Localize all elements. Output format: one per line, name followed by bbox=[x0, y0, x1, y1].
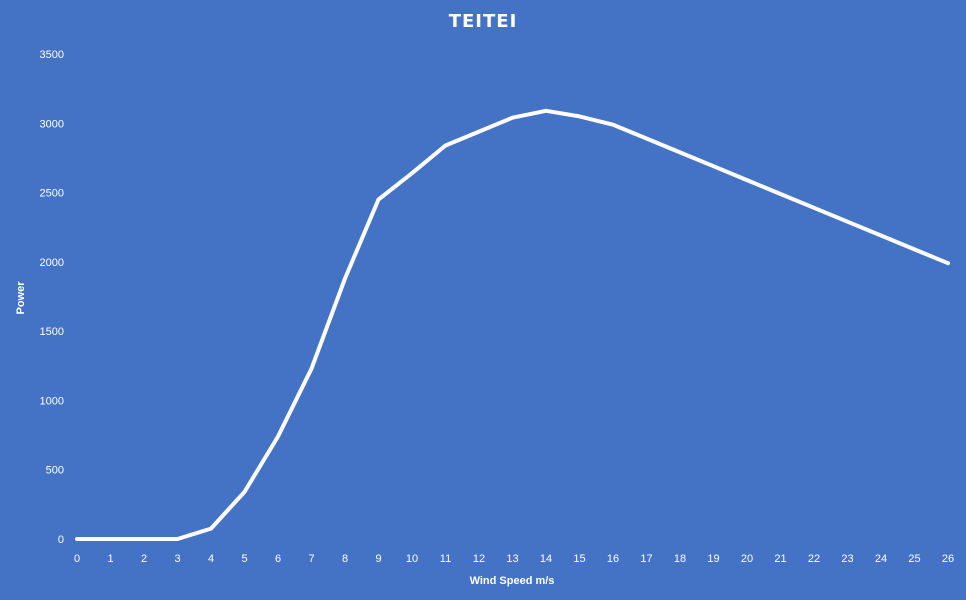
y-tick-label: 3000 bbox=[40, 118, 64, 130]
x-axis-ticks: 0 1 2 3 4 5 6 7 8 9 10 11 12 13 14 15 16 17 18 19 20 21 22 23 24… bbox=[74, 553, 954, 565]
x-tick-label: 7 bbox=[308, 553, 314, 565]
x-tick-label: 20 bbox=[741, 553, 753, 565]
y-tick-label: 1000 bbox=[40, 395, 64, 407]
x-tick-label: 24 bbox=[875, 553, 887, 565]
x-tick-label: 21 bbox=[774, 553, 786, 565]
y-tick-label: 0 bbox=[58, 534, 64, 546]
x-tick-label: 0 bbox=[74, 553, 80, 565]
y-tick-label: 2500 bbox=[40, 188, 64, 200]
x-tick-label: 17 bbox=[640, 553, 652, 565]
y-tick-label: 3500 bbox=[40, 49, 64, 61]
x-tick-label: 22 bbox=[808, 553, 820, 565]
x-tick-label: 19 bbox=[707, 553, 719, 565]
x-tick-label: 8 bbox=[342, 553, 348, 565]
chart-title: TEITEI bbox=[449, 11, 518, 32]
x-tick-label: 26 bbox=[942, 553, 954, 565]
x-tick-label: 13 bbox=[506, 553, 518, 565]
x-tick-label: 6 bbox=[275, 553, 281, 565]
x-tick-label: 18 bbox=[674, 553, 686, 565]
series-line bbox=[75, 108, 950, 541]
x-tick-label: 10 bbox=[406, 553, 418, 565]
x-tick-label: 2 bbox=[141, 553, 147, 565]
y-axis-ticks: 0 500 1000 1500 2000 2500 3000 3500 bbox=[40, 49, 64, 546]
x-tick-label: 4 bbox=[208, 553, 214, 565]
x-tick-label: 1 bbox=[107, 553, 113, 565]
x-tick-label: 3 bbox=[174, 553, 180, 565]
drop-lines-group bbox=[210, 110, 949, 539]
y-axis-label: Power bbox=[15, 281, 27, 315]
x-tick-label: 16 bbox=[607, 553, 619, 565]
x-tick-label: 25 bbox=[908, 553, 920, 565]
x-axis-label: Wind Speed m/s bbox=[470, 575, 555, 587]
x-tick-label: 5 bbox=[241, 553, 247, 565]
y-tick-label: 1500 bbox=[40, 326, 64, 338]
y-tick-label: 2000 bbox=[40, 257, 64, 269]
x-tick-label: 12 bbox=[473, 553, 485, 565]
x-tick-label: 11 bbox=[440, 553, 451, 565]
x-tick-label: 14 bbox=[540, 553, 552, 565]
x-tick-label: 15 bbox=[573, 553, 585, 565]
x-tick-label: 9 bbox=[375, 553, 381, 565]
x-tick-label: 23 bbox=[841, 553, 853, 565]
y-tick-label: 500 bbox=[46, 465, 64, 477]
